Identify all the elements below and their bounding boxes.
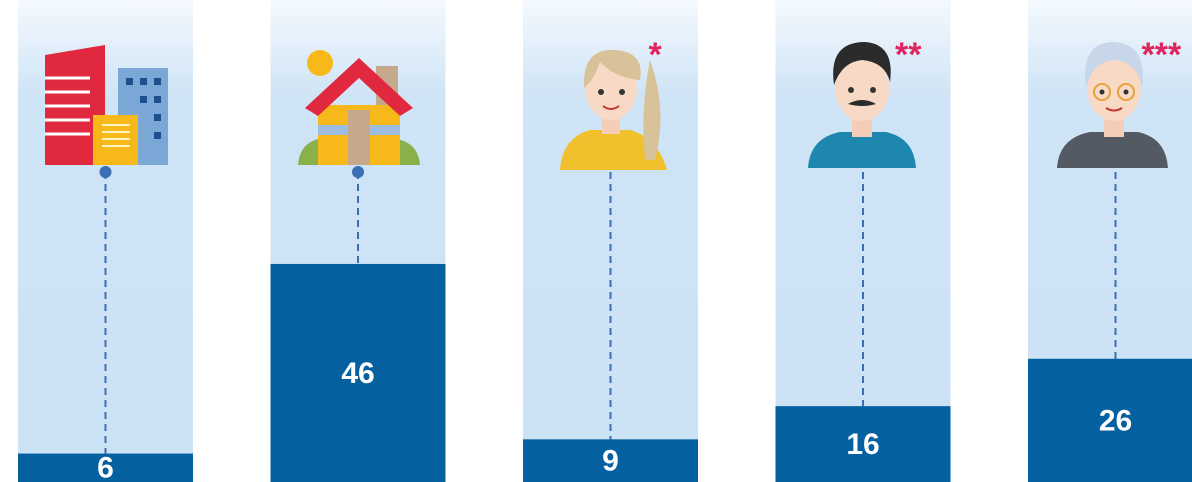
value-label: 6 <box>97 452 114 482</box>
value-label: 16 <box>846 428 879 461</box>
value-label: 9 <box>602 445 619 478</box>
annotation: *** <box>1142 36 1182 74</box>
connector-dot <box>100 166 112 178</box>
page: {"chart_data": {"type": "bar", "values":… <box>0 0 1192 482</box>
annotation: ** <box>895 36 922 74</box>
chart: 6 46 9 * 16 ** 26 *** <box>0 0 1192 482</box>
value-label: 46 <box>341 357 374 390</box>
connector-dot <box>352 166 364 178</box>
value-label: 26 <box>1099 404 1132 437</box>
icons <box>45 42 1168 170</box>
annotation: * <box>649 36 663 74</box>
